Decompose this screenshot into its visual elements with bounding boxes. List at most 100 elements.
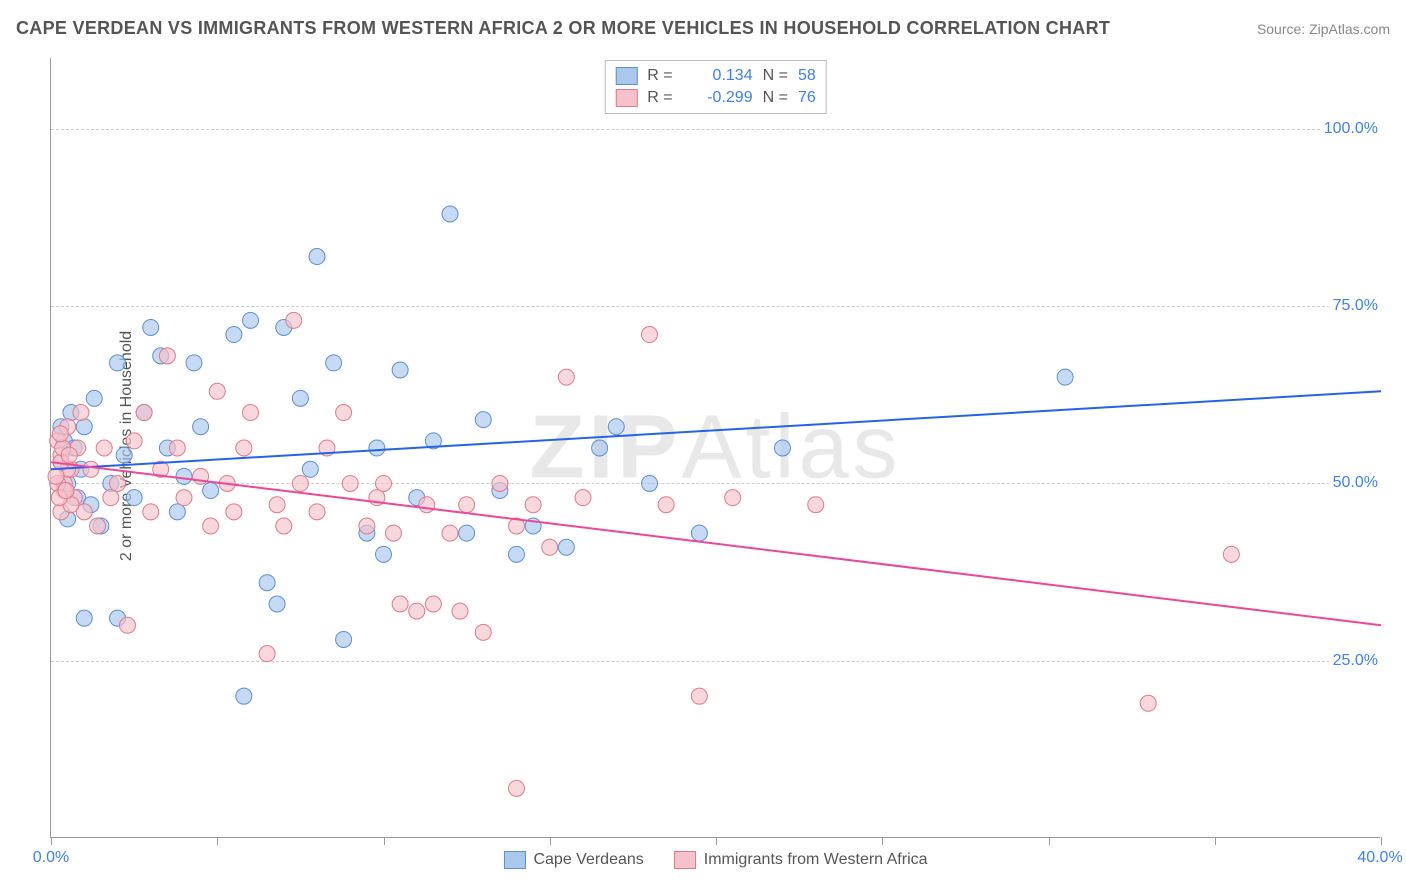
- scatter-point: [691, 525, 707, 541]
- trend-line: [51, 391, 1381, 469]
- scatter-point: [143, 504, 159, 520]
- x-tick: [217, 837, 218, 845]
- scatter-point: [76, 419, 92, 435]
- scatter-point: [658, 497, 674, 513]
- scatter-point: [691, 688, 707, 704]
- r-label-2: R =: [647, 89, 672, 107]
- r-value-1: 0.134: [683, 67, 753, 85]
- scatter-point: [775, 440, 791, 456]
- scatter-point: [376, 475, 392, 491]
- x-tick: [1381, 837, 1382, 845]
- scatter-point: [385, 525, 401, 541]
- scatter-point: [96, 440, 112, 456]
- chart-title: CAPE VERDEAN VS IMMIGRANTS FROM WESTERN …: [16, 18, 1110, 39]
- scatter-point: [243, 312, 259, 328]
- scatter-point: [525, 497, 541, 513]
- scatter-point: [342, 475, 358, 491]
- chart-svg: [51, 58, 1380, 837]
- scatter-point: [269, 596, 285, 612]
- scatter-point: [608, 419, 624, 435]
- r-value-2: -0.299: [683, 89, 753, 107]
- scatter-point: [509, 780, 525, 796]
- scatter-point: [558, 369, 574, 385]
- x-tick: [882, 837, 883, 845]
- scatter-point: [169, 440, 185, 456]
- scatter-point: [259, 646, 275, 662]
- scatter-point: [73, 405, 89, 421]
- scatter-point: [52, 426, 68, 442]
- legend-swatch-1: [503, 851, 525, 869]
- scatter-point: [103, 490, 119, 506]
- scatter-point: [1140, 695, 1156, 711]
- bottom-legend: Cape Verdeans Immigrants from Western Af…: [503, 851, 927, 869]
- x-min-label: 0.0%: [33, 849, 69, 867]
- legend-item-2: Immigrants from Western Africa: [674, 851, 928, 869]
- legend-swatch-2: [674, 851, 696, 869]
- scatter-point: [259, 575, 275, 591]
- scatter-point: [442, 525, 458, 541]
- source-label: Source: ZipAtlas.com: [1257, 21, 1390, 37]
- scatter-point: [392, 362, 408, 378]
- scatter-point: [269, 497, 285, 513]
- n-label-2: N =: [763, 89, 788, 107]
- stats-row-2: R = -0.299 N = 76: [615, 87, 815, 109]
- legend-label-1: Cape Verdeans: [533, 851, 643, 869]
- swatch-series-2: [615, 89, 637, 107]
- legend-item-1: Cape Verdeans: [503, 851, 643, 869]
- scatter-point: [326, 355, 342, 371]
- scatter-point: [542, 539, 558, 555]
- scatter-point: [86, 390, 102, 406]
- scatter-point: [136, 405, 152, 421]
- scatter-point: [276, 518, 292, 534]
- scatter-point: [725, 490, 741, 506]
- scatter-point: [292, 475, 308, 491]
- scatter-point: [425, 596, 441, 612]
- x-tick: [716, 837, 717, 845]
- scatter-point: [409, 603, 425, 619]
- scatter-point: [359, 518, 375, 534]
- scatter-point: [110, 355, 126, 371]
- scatter-point: [392, 596, 408, 612]
- scatter-point: [90, 518, 106, 534]
- scatter-point: [58, 483, 74, 499]
- scatter-point: [336, 631, 352, 647]
- trend-line: [51, 462, 1381, 625]
- scatter-point: [558, 539, 574, 555]
- scatter-point: [808, 497, 824, 513]
- scatter-point: [459, 525, 475, 541]
- scatter-point: [492, 475, 508, 491]
- scatter-point: [309, 504, 325, 520]
- n-value-1: 58: [798, 67, 816, 85]
- x-max-label: 40.0%: [1357, 849, 1402, 867]
- scatter-point: [302, 461, 318, 477]
- scatter-point: [475, 624, 491, 640]
- scatter-point: [243, 405, 259, 421]
- scatter-point: [592, 440, 608, 456]
- scatter-point: [193, 419, 209, 435]
- scatter-point: [236, 440, 252, 456]
- x-tick: [51, 837, 52, 845]
- scatter-point: [226, 327, 242, 343]
- scatter-point: [1057, 369, 1073, 385]
- scatter-point: [83, 461, 99, 477]
- stats-box: R = 0.134 N = 58 R = -0.299 N = 76: [604, 60, 826, 114]
- scatter-point: [236, 688, 252, 704]
- scatter-point: [369, 440, 385, 456]
- scatter-point: [226, 504, 242, 520]
- scatter-point: [176, 490, 192, 506]
- legend-label-2: Immigrants from Western Africa: [704, 851, 928, 869]
- scatter-point: [309, 249, 325, 265]
- scatter-point: [336, 405, 352, 421]
- scatter-point: [126, 433, 142, 449]
- scatter-point: [209, 383, 225, 399]
- scatter-point: [452, 603, 468, 619]
- scatter-point: [203, 518, 219, 534]
- scatter-point: [575, 490, 591, 506]
- scatter-point: [159, 348, 175, 364]
- scatter-point: [176, 468, 192, 484]
- n-label-1: N =: [763, 67, 788, 85]
- scatter-point: [286, 312, 302, 328]
- x-tick: [384, 837, 385, 845]
- plot-area: ZIPAtlas 25.0%50.0%75.0%100.0% R = 0.134…: [50, 58, 1380, 838]
- scatter-point: [110, 475, 126, 491]
